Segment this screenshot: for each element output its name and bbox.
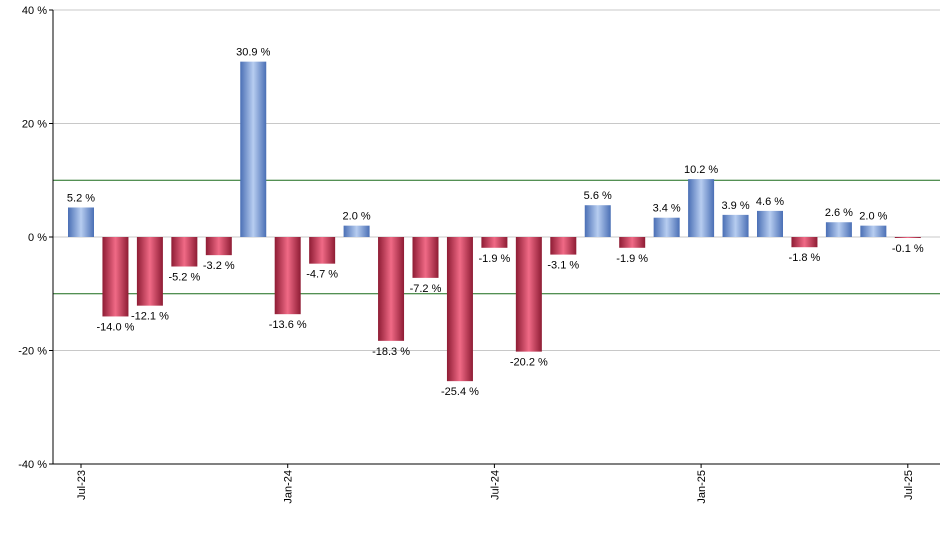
bar — [481, 237, 508, 248]
data-label: -3.1 % — [547, 260, 579, 272]
data-label: -13.6 % — [269, 319, 307, 331]
y-tick-labels: -40 % -20 % 0 % 20 % 40 % — [18, 5, 47, 471]
x-tick-label: Jul-24 — [489, 470, 501, 500]
x-tick-label: Jul-23 — [76, 470, 88, 500]
bar — [757, 210, 783, 237]
data-label: -1.8 % — [789, 252, 821, 264]
bar — [722, 214, 749, 237]
bar — [205, 237, 232, 256]
y-tick-label: -20 % — [18, 346, 47, 358]
data-label: -20.2 % — [510, 357, 548, 369]
bar — [171, 237, 198, 267]
bar — [343, 225, 370, 237]
data-label: 2.0 % — [343, 211, 371, 223]
data-label: 2.6 % — [825, 207, 853, 219]
bar — [412, 237, 439, 278]
data-label: -7.2 % — [410, 283, 442, 295]
bar — [894, 237, 921, 238]
bar — [274, 237, 301, 315]
data-label: 3.4 % — [653, 203, 681, 215]
data-label: -18.3 % — [372, 346, 410, 358]
bar — [309, 237, 336, 264]
bar — [515, 237, 542, 352]
bar — [446, 237, 473, 382]
bar — [68, 207, 94, 237]
bar — [860, 225, 887, 237]
axes — [49, 9, 940, 468]
bar — [791, 237, 818, 248]
bar — [825, 222, 852, 237]
data-label: 5.2 % — [67, 192, 95, 204]
data-label: 2.0 % — [859, 211, 887, 223]
data-label: -0.1 % — [892, 243, 924, 255]
bar — [619, 237, 646, 248]
data-label: -1.9 % — [479, 253, 511, 265]
bar — [550, 237, 577, 255]
y-tick-label: 40 % — [22, 5, 47, 17]
bar — [584, 205, 611, 237]
data-label: -25.4 % — [441, 386, 479, 398]
data-label: 3.9 % — [721, 200, 749, 212]
data-label: -4.7 % — [306, 269, 338, 281]
y-tick-label: 20 % — [22, 119, 47, 131]
bar — [653, 217, 680, 237]
data-label: 4.6 % — [756, 196, 784, 208]
y-tick-label: 0 % — [28, 232, 47, 244]
x-tick-label: Jan-24 — [283, 470, 295, 504]
y-tick-label: -40 % — [18, 459, 47, 471]
data-labels: 5.2 % -14.0 %-12.1 % -5.2 %-3.2 % 30.9 % -13… — [67, 47, 924, 399]
data-label: 5.6 % — [584, 190, 612, 202]
bar — [688, 179, 715, 237]
data-label: -14.0 % — [96, 321, 134, 333]
data-label: 10.2 % — [684, 164, 718, 176]
bar — [136, 237, 163, 306]
data-label: -5.2 % — [168, 272, 200, 284]
reference-lines — [53, 179, 940, 295]
x-tick-label: Jul-25 — [903, 470, 915, 500]
x-tick-labels: Jul-23 Jan-24 Jul-24 Jan-25 Jul-25 — [76, 470, 915, 504]
data-label: 30.9 % — [236, 47, 270, 59]
data-label: -3.2 % — [203, 260, 235, 272]
bar — [378, 237, 405, 341]
data-label: -12.1 % — [131, 311, 169, 323]
bar — [102, 237, 129, 317]
data-label: -1.9 % — [616, 253, 648, 265]
bar — [240, 61, 267, 237]
x-tick-label: Jan-25 — [696, 470, 708, 504]
bars — [68, 61, 921, 382]
